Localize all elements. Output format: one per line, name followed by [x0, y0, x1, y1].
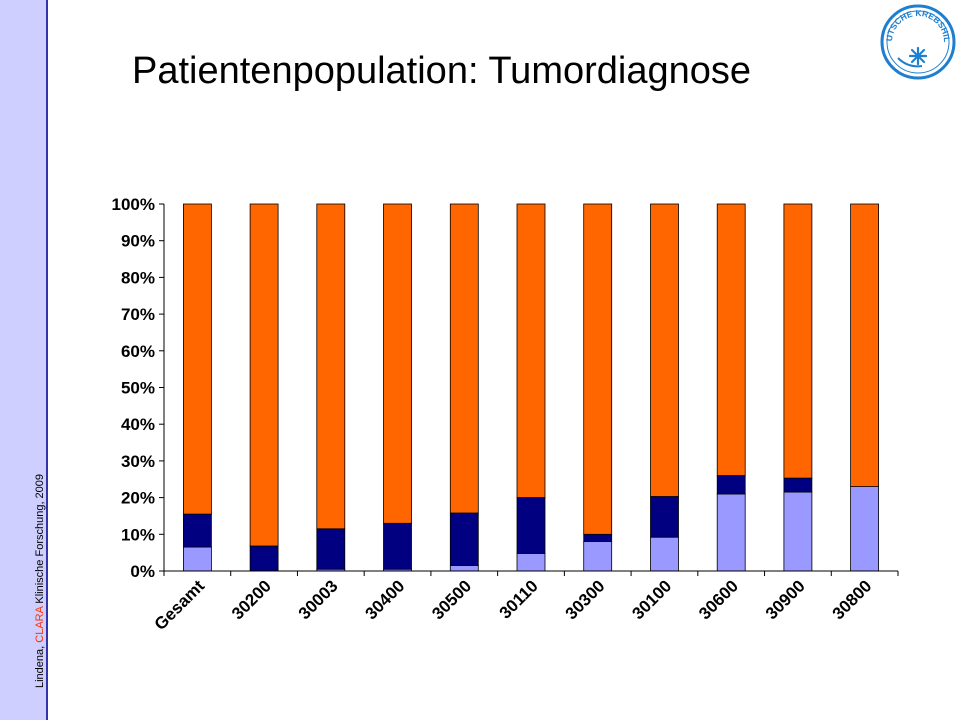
bar-segment	[583, 541, 613, 572]
bar-segment	[182, 203, 212, 515]
bar-segment	[516, 553, 546, 572]
y-tick-label: 100%	[112, 195, 155, 214]
x-tick-label: 30400	[362, 576, 409, 623]
bar-segment	[316, 528, 346, 570]
bar-segment	[316, 203, 346, 530]
bar-segment	[716, 203, 746, 477]
bar-segment	[449, 203, 479, 514]
bar-segment	[516, 497, 546, 554]
bar-segment	[716, 475, 746, 495]
x-tick-label: 30100	[628, 576, 675, 623]
bar-segment	[850, 486, 879, 572]
bar-segment	[583, 203, 613, 535]
bar-segment	[249, 203, 279, 547]
y-tick-label: 70%	[121, 305, 155, 324]
x-tick-label: 30800	[829, 576, 876, 623]
x-tick-label: 30900	[762, 576, 809, 623]
x-tick-label: 30200	[228, 576, 275, 623]
bar-segment	[182, 513, 212, 548]
page-title: Patientenpopulation: Tumordiagnose	[132, 50, 752, 92]
y-tick-label: 40%	[121, 415, 155, 434]
bar-segment	[249, 545, 279, 572]
y-tick-label: 0%	[130, 562, 155, 581]
y-tick-label: 50%	[121, 379, 155, 398]
y-tick-label: 10%	[121, 525, 155, 544]
y-tick-label: 80%	[121, 268, 155, 287]
bar-segment	[182, 546, 212, 572]
bar-segment	[650, 536, 679, 572]
y-tick-label: 30%	[121, 452, 155, 471]
bar-segment	[850, 203, 879, 488]
bar-segment	[383, 522, 412, 570]
bar-segment	[650, 496, 679, 538]
x-tick-label: 30600	[695, 576, 742, 623]
y-tick-label: 60%	[121, 342, 155, 361]
deutsche-krebshilfe-logo: DEUTSCHE KREBSHILFE	[878, 2, 956, 80]
bar-segment	[383, 203, 412, 524]
x-tick-label: 30500	[428, 576, 475, 623]
x-tick-label: 30300	[562, 576, 609, 623]
bar-segment	[783, 491, 813, 572]
x-tick-label: Gesamt	[151, 576, 209, 634]
y-tick-label: 90%	[121, 232, 155, 251]
x-tick-label: 30110	[496, 576, 542, 622]
bar-segment	[516, 203, 546, 499]
bar-segment	[449, 512, 479, 566]
bar-segment	[716, 493, 746, 572]
bar-segment	[583, 533, 613, 542]
y-tick-label: 20%	[121, 489, 155, 508]
bar-segment	[783, 477, 813, 493]
x-tick-label: 30003	[295, 576, 342, 623]
bar-segment	[783, 203, 813, 479]
star-icon	[908, 46, 928, 66]
bar-segment	[449, 565, 479, 572]
sidebar-band	[0, 0, 48, 720]
bar-segment	[650, 203, 679, 497]
